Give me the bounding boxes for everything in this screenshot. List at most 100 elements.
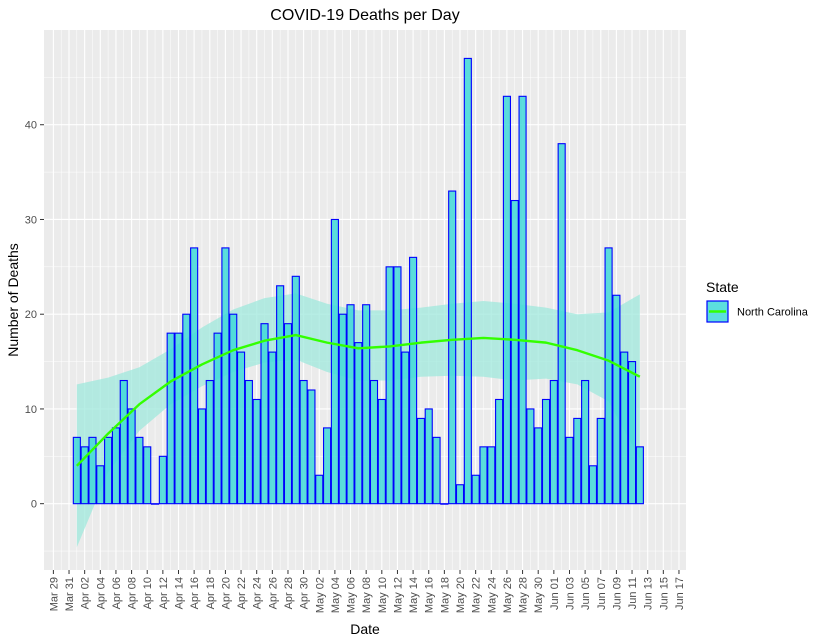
bar: [432, 436, 441, 505]
smooth-line: [75, 333, 641, 467]
bar: [143, 446, 152, 505]
bar: [323, 427, 332, 505]
x-tick-label: Apr 24: [252, 577, 264, 609]
x-tick-label: Apr 22: [236, 577, 248, 609]
bar: [111, 427, 121, 505]
chart-title: COVID-19 Deaths per Day: [270, 7, 459, 24]
y-tick-label: 20: [25, 309, 37, 321]
bar: [573, 417, 582, 505]
bar: [190, 247, 199, 505]
bar: [362, 304, 371, 505]
bar: [377, 398, 386, 505]
x-tick-label: Apr 08: [127, 577, 139, 609]
x-tick-label: Jun 13: [643, 577, 655, 610]
x-tick-label: Jun 17: [674, 577, 686, 610]
bar: [416, 417, 425, 505]
bar: [557, 143, 566, 505]
bar: [299, 379, 308, 505]
x-tick-label: May 14: [408, 577, 420, 613]
y-tick-label: 30: [25, 214, 37, 226]
bar: [166, 332, 175, 505]
bar: [182, 313, 191, 505]
bar: [471, 474, 480, 505]
bar: [96, 465, 105, 505]
bar: [401, 351, 410, 505]
bar: [588, 465, 598, 505]
x-tick-label: May 20: [455, 577, 467, 613]
x-tick-label: Jun 07: [596, 577, 608, 610]
bar: [369, 379, 379, 505]
bar: [627, 361, 637, 505]
bar: [338, 313, 347, 505]
bar: [534, 427, 543, 505]
bar: [581, 379, 590, 505]
x-tick-label: Jun 09: [611, 577, 623, 610]
bar: [315, 474, 324, 505]
bar: [307, 389, 316, 505]
bar: [174, 332, 183, 505]
bar: [291, 275, 300, 505]
legend-label-north-carolina: North Carolina: [737, 307, 809, 319]
bar: [88, 436, 97, 505]
x-axis-title: Date: [350, 621, 380, 637]
bar: [330, 218, 339, 505]
x-tick-label: May 26: [502, 577, 514, 613]
y-tick-label: 0: [31, 499, 37, 511]
x-tick-label: Apr 18: [205, 577, 217, 609]
bar: [455, 484, 465, 505]
bar: [549, 379, 558, 505]
x-tick-label: Apr 12: [158, 577, 170, 609]
bar: [283, 323, 293, 505]
x-tick-label: Apr 14: [173, 577, 185, 609]
x-tick-label: May 06: [346, 577, 358, 613]
y-tick-label: 40: [25, 120, 37, 132]
bar: [448, 190, 457, 505]
x-tick-label: Jun 03: [564, 577, 576, 610]
bar: [393, 266, 402, 505]
x-tick-label: Apr 20: [220, 577, 232, 609]
bar: [260, 323, 269, 505]
bar: [409, 256, 418, 505]
bar: [197, 408, 207, 505]
x-tick-label: May 12: [392, 577, 404, 613]
x-tick-label: Apr 10: [142, 577, 154, 609]
legend: State North Carolina: [706, 279, 809, 323]
x-tick-label: May 18: [439, 577, 451, 613]
bar: [526, 408, 535, 505]
x-tick-label: Jun 15: [658, 577, 670, 610]
smooth-line-layer: [75, 333, 641, 467]
bar: [424, 408, 433, 505]
bar: [635, 446, 644, 505]
bar: [354, 342, 363, 505]
x-tick-label: May 16: [424, 577, 436, 613]
bars: [72, 57, 644, 505]
bar: [604, 247, 613, 505]
bar: [268, 351, 277, 505]
x-tick-label: Mar 31: [64, 577, 76, 611]
bar: [479, 446, 488, 505]
bar: [620, 351, 629, 505]
bar: [213, 332, 222, 505]
bar: [541, 398, 551, 505]
bar: [158, 455, 167, 505]
bar: [127, 408, 136, 505]
bar: [150, 503, 160, 505]
bar: [612, 294, 621, 505]
x-tick-label: Jun 01: [549, 577, 561, 610]
x-tick-label: May 10: [377, 577, 389, 613]
x-tick-label: May 22: [471, 577, 483, 613]
bar: [236, 351, 246, 505]
x-tick-label: Mar 29: [48, 577, 60, 611]
x-tick-label: Apr 16: [189, 577, 201, 609]
y-axis-ticks: 0 10 20 30 40: [25, 120, 44, 511]
x-tick-label: May 28: [518, 577, 530, 613]
bar: [385, 266, 394, 505]
bar: [463, 57, 472, 505]
bar: [565, 436, 574, 505]
x-tick-label: Apr 28: [283, 577, 295, 609]
x-tick-label: Apr 06: [111, 577, 123, 609]
x-tick-label: May 08: [361, 577, 373, 613]
bar: [104, 436, 113, 505]
x-tick-label: May 02: [314, 577, 326, 613]
